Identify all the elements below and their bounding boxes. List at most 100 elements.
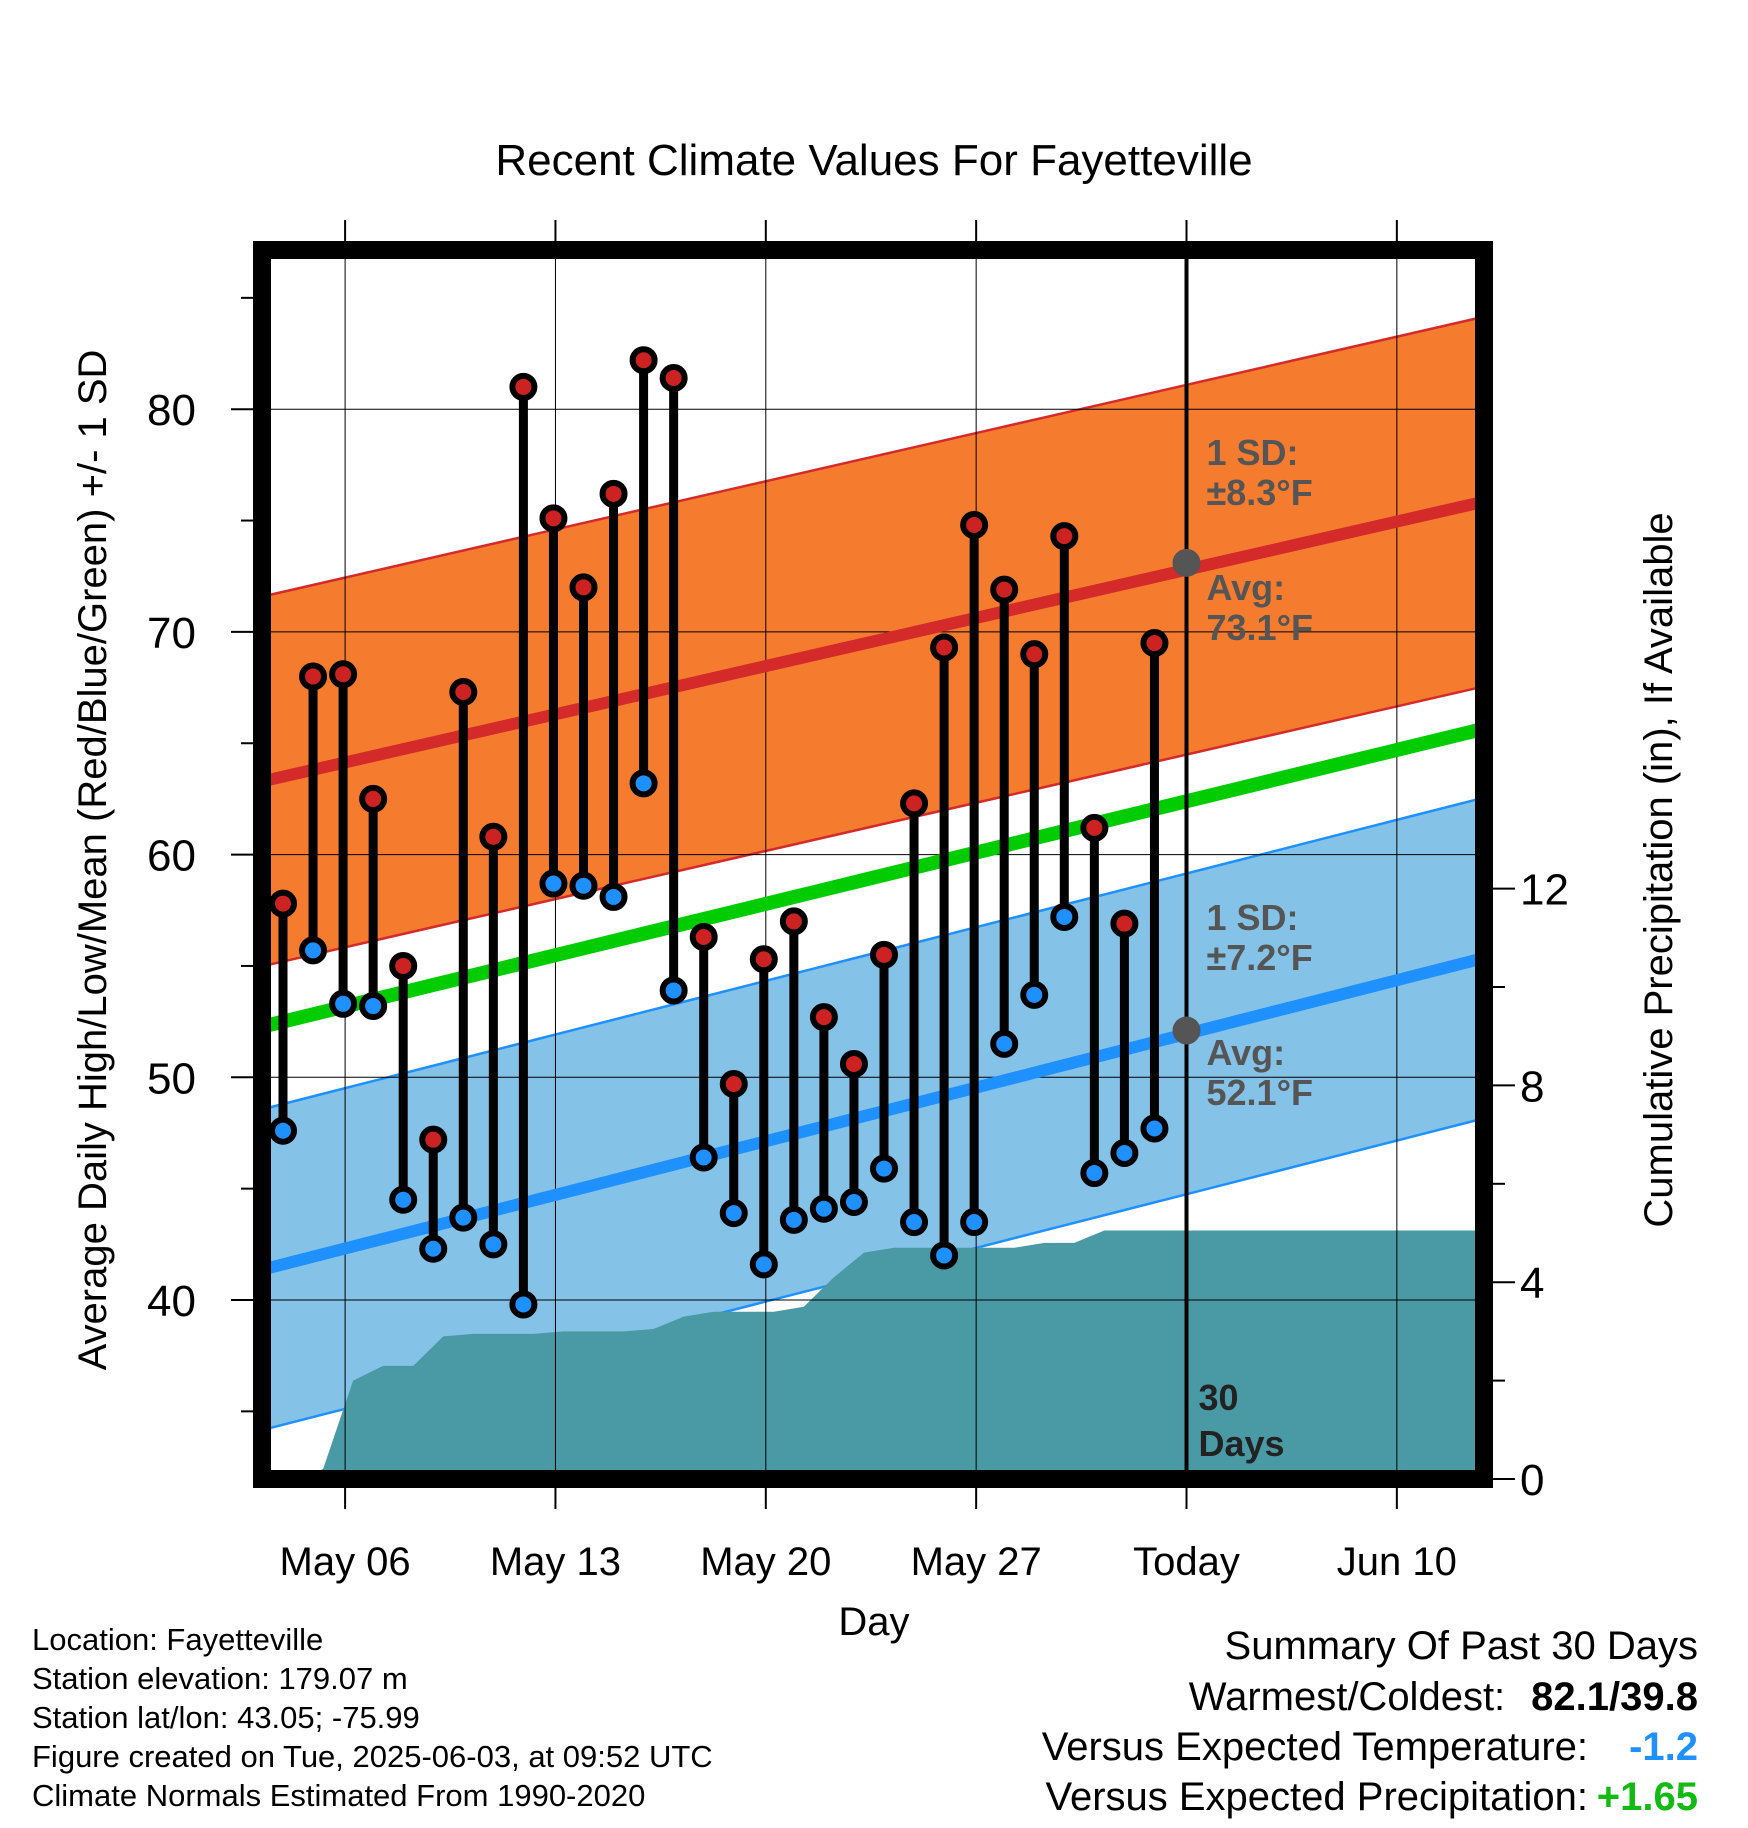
y2-tick-label: 4 bbox=[1520, 1259, 1544, 1308]
daily-low-point bbox=[930, 1241, 959, 1270]
daily-low-point bbox=[719, 1199, 748, 1228]
daily-high-point bbox=[809, 1003, 838, 1032]
daily-low-point bbox=[389, 1185, 418, 1214]
chart-title: Recent Climate Values For Fayetteville bbox=[495, 136, 1252, 185]
y-tick-label: 60 bbox=[147, 832, 196, 881]
daily-low-point bbox=[419, 1234, 448, 1263]
daily-low-point bbox=[629, 769, 658, 798]
daily-low-point bbox=[689, 1143, 718, 1172]
daily-high-point bbox=[930, 633, 959, 662]
daily-low-point bbox=[1020, 980, 1049, 1009]
y-tick-label: 50 bbox=[147, 1054, 196, 1103]
daily-high-point bbox=[1050, 522, 1079, 551]
daily-high-point bbox=[299, 662, 328, 691]
precip-area bbox=[267, 1230, 1479, 1479]
y-axis-label: Average Daily High/Low/Mean (Red/Blue/Gr… bbox=[71, 350, 115, 1371]
normals-text: Climate Normals Estimated From 1990-2020 bbox=[32, 1778, 646, 1813]
plot-content: 1 SD: ±8.3°F Avg: 73.1°F 1 SD: ±7.2°F Avg: 52.1… bbox=[262, 250, 1484, 1479]
daily-low-point bbox=[1050, 902, 1079, 931]
latlon-text: Station lat/lon: 43.05; -75.99 bbox=[32, 1700, 420, 1735]
plot-frame bbox=[253, 241, 1493, 1488]
daily-high-point bbox=[479, 822, 508, 851]
daily-high-point bbox=[389, 951, 418, 980]
daily-high-point bbox=[900, 789, 929, 818]
y2-axis-label: Cumulative Precipitation (in), If Availa… bbox=[1637, 512, 1681, 1227]
x-tick-label: Jun 10 bbox=[1337, 1540, 1457, 1584]
x-tick-label: May 13 bbox=[490, 1540, 621, 1584]
daily-low-point bbox=[960, 1208, 989, 1237]
y2-tick-label: 8 bbox=[1520, 1062, 1544, 1111]
y-tick-label: 40 bbox=[147, 1277, 196, 1326]
daily-low-point bbox=[809, 1194, 838, 1223]
warmest-value: 82.1/39.8 bbox=[1531, 1675, 1698, 1719]
daily-low-point bbox=[1140, 1114, 1169, 1143]
daily-high-point bbox=[870, 940, 898, 969]
daily-low-point bbox=[990, 1029, 1019, 1058]
daily-high-point bbox=[719, 1069, 748, 1098]
high-avg-annotation: Avg: 73.1°F bbox=[1207, 567, 1313, 648]
daily-low-point bbox=[449, 1203, 478, 1232]
temp-row: Versus Expected Temperature: -1.2 bbox=[1042, 1722, 1698, 1772]
location-text: Location: Fayetteville bbox=[32, 1622, 324, 1657]
precip-row: Versus Expected Precipitation: +1.65 bbox=[1042, 1772, 1698, 1822]
x-tick-label: Today bbox=[1133, 1540, 1240, 1584]
daily-low-point bbox=[269, 1116, 297, 1145]
normal-high-line bbox=[265, 496, 1481, 787]
daily-high-point bbox=[449, 678, 478, 707]
created-text: Figure created on Tue, 2025-06-03, at 09… bbox=[32, 1739, 713, 1774]
warmest-label: Warmest/Coldest: bbox=[1188, 1675, 1506, 1719]
today-high-avg-dot bbox=[1172, 548, 1201, 577]
normal-mean-line bbox=[265, 723, 1481, 1033]
x-axis-label: Day bbox=[838, 1600, 909, 1644]
y-tick-label: 80 bbox=[147, 386, 196, 435]
elevation-text: Station elevation: 179.07 m bbox=[32, 1661, 408, 1696]
high-sd-upper-line bbox=[266, 316, 1480, 597]
daily-low-point bbox=[329, 989, 358, 1018]
low-avg-annotation: Avg: 52.1°F bbox=[1207, 1032, 1313, 1113]
summary-title: Summary Of Past 30 Days bbox=[1224, 1624, 1698, 1668]
daily-low-point bbox=[599, 882, 628, 911]
daily-high-point bbox=[269, 889, 297, 918]
high-sd-lower-line bbox=[266, 686, 1480, 967]
daily-low-point bbox=[1110, 1139, 1139, 1168]
y2-tick-label: 0 bbox=[1520, 1456, 1544, 1505]
daily-high-point bbox=[329, 660, 358, 689]
daily-high-point bbox=[509, 372, 538, 401]
daily-low-point bbox=[299, 936, 328, 965]
daily-high-point bbox=[629, 346, 658, 375]
temp-value: -1.2 bbox=[1629, 1725, 1698, 1769]
daily-high-point bbox=[539, 504, 568, 533]
low-sd-annotation: 1 SD: ±7.2°F bbox=[1207, 897, 1313, 978]
daily-low-point bbox=[479, 1230, 508, 1259]
precip-value: +1.65 bbox=[1596, 1775, 1698, 1819]
daily-low-point bbox=[779, 1205, 808, 1234]
daily-high-point bbox=[659, 364, 688, 393]
daily-high-point bbox=[1140, 629, 1169, 658]
daily-high-point bbox=[960, 511, 989, 540]
station-info: Location: Fayetteville Station elevation… bbox=[32, 1620, 713, 1815]
daily-high-point bbox=[599, 479, 628, 508]
daily-high-point bbox=[839, 1049, 868, 1078]
x-tick-label: May 27 bbox=[911, 1540, 1042, 1584]
daily-low-point bbox=[359, 992, 388, 1021]
daily-high-point bbox=[779, 907, 808, 936]
y-tick-label: 70 bbox=[147, 609, 196, 658]
daily-low-point bbox=[749, 1250, 778, 1279]
high-sd-annotation: 1 SD: ±8.3°F bbox=[1207, 432, 1313, 513]
today-low-avg-dot bbox=[1172, 1016, 1201, 1045]
days-annotation: 30 Days bbox=[1199, 1377, 1285, 1464]
plot-area: 1 SD: ±8.3°F Avg: 73.1°F 1 SD: ±7.2°F Avg: 52.1… bbox=[147, 220, 1569, 1584]
temp-label: Versus Expected Temperature: bbox=[1041, 1725, 1588, 1769]
daily-high-point bbox=[359, 784, 388, 813]
daily-high-point bbox=[569, 573, 598, 602]
summary-panel: Summary Of Past 30 Days Warmest/Coldest:… bbox=[1042, 1620, 1698, 1822]
daily-low-point bbox=[870, 1154, 898, 1183]
daily-low-point bbox=[900, 1208, 929, 1237]
x-tick-label: May 06 bbox=[280, 1540, 411, 1584]
daily-high-point bbox=[1020, 640, 1049, 669]
daily-high-point bbox=[1110, 909, 1139, 938]
daily-low-point bbox=[569, 871, 598, 900]
daily-low-point bbox=[659, 976, 688, 1005]
daily-high-point bbox=[1080, 813, 1109, 842]
